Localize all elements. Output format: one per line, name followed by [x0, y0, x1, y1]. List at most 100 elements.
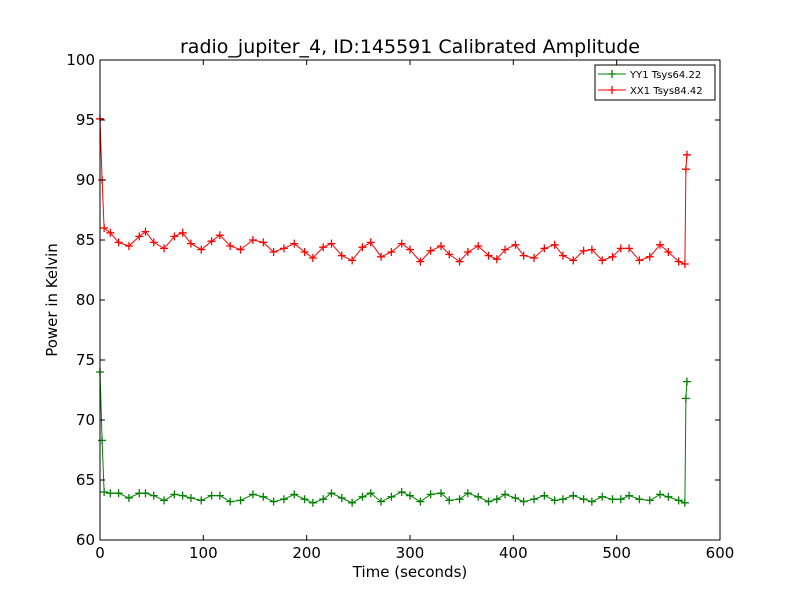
data-point — [519, 497, 528, 506]
data-point — [540, 491, 549, 500]
data-point — [387, 248, 396, 256]
data-point — [455, 257, 464, 266]
x-tick-label: 400 — [499, 544, 528, 562]
x-tick-label: 200 — [292, 544, 321, 562]
data-point — [106, 228, 115, 237]
data-point — [160, 496, 169, 505]
data-point — [598, 256, 607, 265]
data-point — [680, 498, 689, 507]
data-point — [100, 488, 109, 496]
data-point — [178, 491, 187, 500]
data-point — [207, 491, 216, 500]
data-point — [608, 252, 617, 261]
x-tick-label: 100 — [189, 544, 218, 562]
data-point — [635, 256, 644, 265]
data-point — [106, 489, 115, 498]
data-point — [530, 495, 538, 504]
data-point — [114, 489, 123, 498]
data-point — [100, 224, 109, 232]
data-point — [114, 238, 123, 247]
data-point — [680, 260, 689, 268]
data-point — [124, 494, 133, 502]
data-point — [598, 492, 607, 501]
data-point — [186, 239, 195, 248]
data-point — [674, 496, 683, 505]
data-point — [664, 248, 673, 256]
series-layer — [96, 114, 691, 507]
data-point — [366, 238, 375, 247]
data-point — [269, 497, 278, 506]
data-point — [186, 494, 195, 502]
axes-ticks: 0 100 200 300 400 500 600 60 65 70 75 80 85 90 95 100 — [66, 51, 734, 562]
data-point — [348, 256, 357, 265]
data-point — [681, 394, 690, 403]
data-point — [308, 498, 317, 507]
data-point — [674, 257, 683, 266]
data-point — [656, 490, 665, 499]
legend: YY1 Tsys64.22 XX1 Tsys84.42 — [594, 64, 716, 101]
data-point — [474, 492, 483, 501]
series-2 — [96, 114, 691, 268]
data-point — [327, 239, 336, 248]
series-1 — [96, 368, 691, 507]
data-point — [98, 436, 107, 445]
data-point — [300, 495, 309, 504]
x-axis-label: Time (seconds) — [352, 563, 468, 581]
data-point — [269, 248, 278, 256]
data-point — [377, 252, 386, 261]
data-point — [348, 498, 357, 507]
data-point — [416, 257, 425, 266]
data-point — [358, 243, 367, 252]
data-point — [337, 251, 346, 260]
data-point — [279, 495, 288, 504]
data-point — [236, 245, 245, 254]
data-point — [215, 231, 224, 240]
legend-box — [594, 64, 716, 101]
data-point — [587, 245, 596, 254]
data-point — [337, 494, 346, 502]
data-point — [259, 238, 268, 247]
legend-label: YY1 Tsys64.22 — [629, 70, 701, 81]
data-point — [197, 245, 206, 254]
data-point — [579, 495, 588, 504]
data-point — [682, 377, 691, 386]
data-point — [474, 242, 483, 250]
data-point — [170, 490, 179, 499]
y-tick-label: 90 — [76, 171, 95, 189]
chart-title: radio_jupiter_4, ID:145591 Calibrated Am… — [180, 36, 640, 58]
data-point — [149, 491, 158, 500]
data-point — [207, 237, 216, 246]
y-tick-label: 75 — [76, 351, 95, 369]
data-point — [511, 494, 520, 502]
data-point — [387, 492, 396, 501]
data-point — [616, 244, 625, 253]
data-point — [492, 255, 501, 264]
data-point — [579, 246, 588, 255]
x-tick-label: 600 — [706, 544, 735, 562]
x-tick-label: 300 — [396, 544, 425, 562]
data-point — [645, 252, 654, 261]
data-point — [178, 228, 187, 237]
data-point — [587, 497, 596, 506]
data-point — [308, 254, 317, 262]
legend-label: XX1 Tsys84.42 — [630, 86, 703, 97]
data-point — [426, 246, 435, 255]
data-point — [406, 245, 414, 254]
data-point — [682, 150, 691, 159]
x-tick-label: 0 — [95, 544, 105, 562]
data-point — [426, 490, 435, 499]
data-point — [530, 254, 538, 262]
data-point — [484, 497, 493, 506]
data-point — [635, 495, 644, 504]
data-point — [681, 165, 690, 174]
data-point — [437, 489, 445, 498]
data-point — [625, 491, 634, 500]
data-point — [463, 248, 472, 256]
data-point — [519, 251, 528, 260]
data-point — [445, 250, 454, 259]
data-point — [492, 495, 501, 504]
data-point — [569, 256, 578, 265]
data-point — [416, 497, 425, 506]
data-point — [558, 251, 567, 260]
